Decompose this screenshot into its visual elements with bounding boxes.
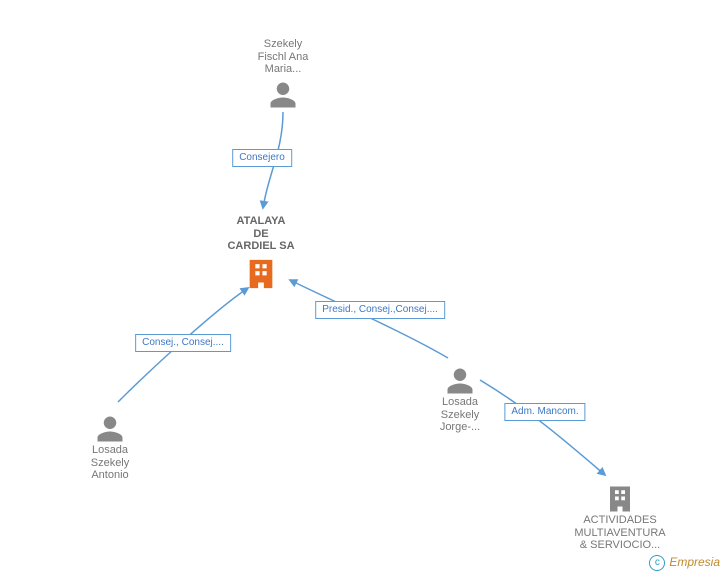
diagram-canvas: Consejero Consej., Consej.... Presid., C… <box>0 0 728 575</box>
person-icon <box>95 414 125 444</box>
copyright-icon: c <box>649 555 665 571</box>
node-label: Szekely Fischl Ana Maria... <box>223 38 343 76</box>
building-icon <box>605 484 635 514</box>
watermark: c Empresia <box>649 555 720 571</box>
node-actividades[interactable]: ACTIVIDADES MULTIAVENTURA & SERVIOCIO... <box>560 480 680 552</box>
node-losada-antonio[interactable]: Losada Szekely Antonio <box>50 410 170 482</box>
edge-jorge-atalaya <box>290 280 448 358</box>
node-label: Losada Szekely Antonio <box>50 444 170 482</box>
node-label: Losada Szekely Jorge-... <box>400 396 520 434</box>
edge-label-consej-antonio: Consej., Consej.... <box>135 334 231 352</box>
edge-label-consejero: Consejero <box>232 149 292 167</box>
person-icon <box>445 366 475 396</box>
node-losada-jorge[interactable]: Losada Szekely Jorge-... <box>400 362 520 434</box>
person-icon <box>268 80 298 110</box>
edge-label-presid: Presid., Consej.,Consej.... <box>315 301 445 319</box>
node-szekely-ana[interactable]: Szekely Fischl Ana Maria... <box>223 38 343 110</box>
watermark-text: Empresia <box>669 555 720 569</box>
node-label: ATALAYA DE CARDIEL SA <box>201 215 321 253</box>
node-atalaya[interactable]: ATALAYA DE CARDIEL SA <box>201 215 321 291</box>
building-icon <box>244 257 278 291</box>
node-label: ACTIVIDADES MULTIAVENTURA & SERVIOCIO... <box>560 514 680 552</box>
